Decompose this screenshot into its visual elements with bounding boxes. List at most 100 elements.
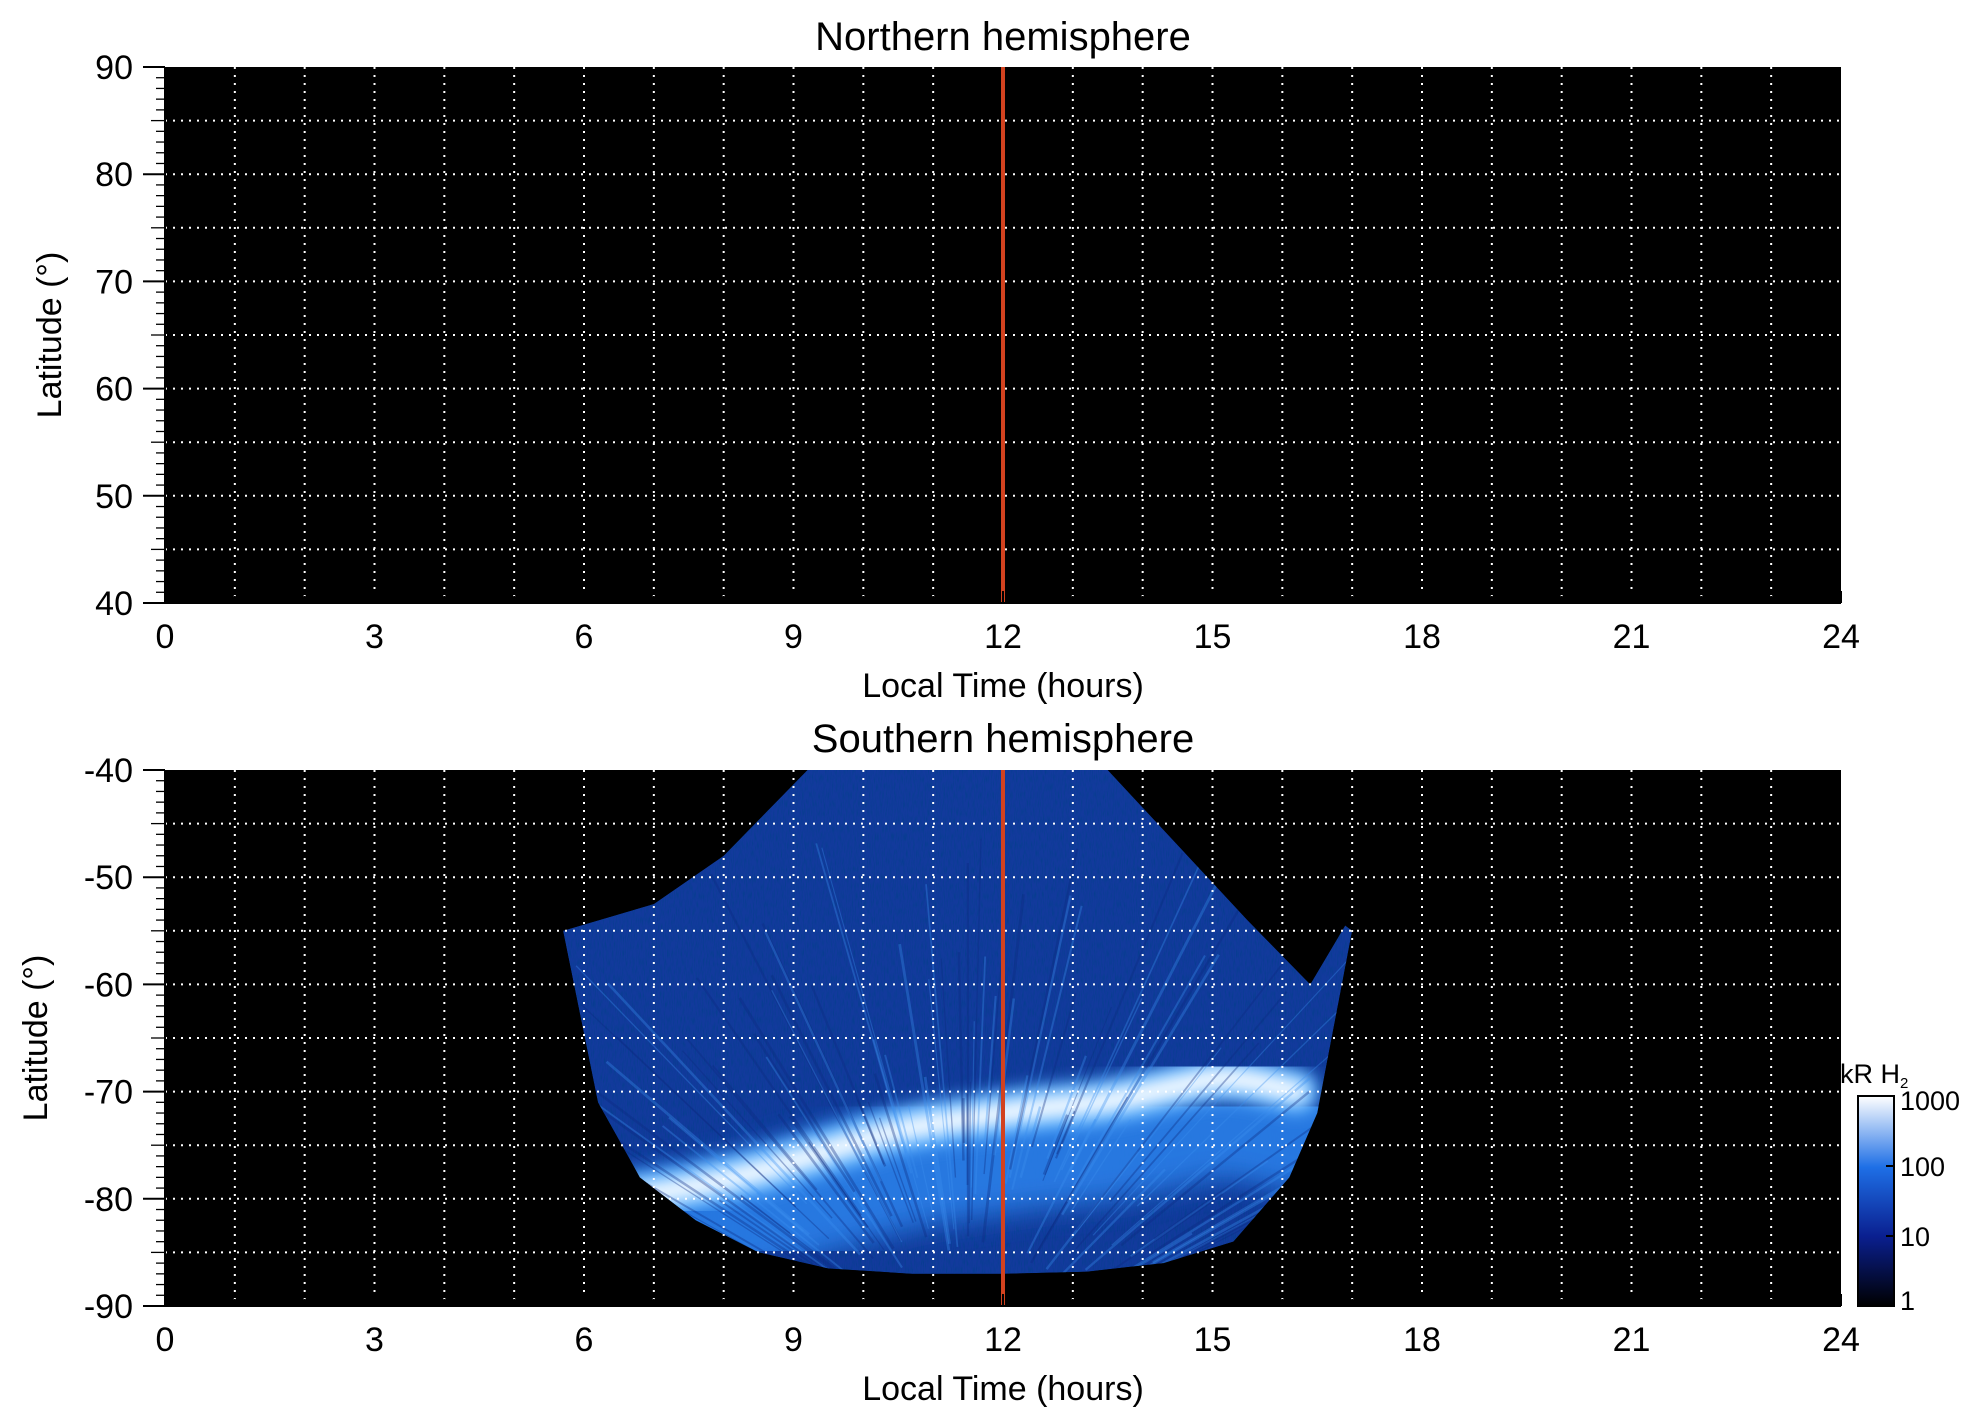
south-x-axis-label: Local Time (hours) xyxy=(862,1370,1144,1408)
north-y-axis-label: Latitude (°) xyxy=(31,252,69,419)
emission-streak xyxy=(1042,1114,1069,1176)
y-tick-label: 40 xyxy=(95,585,133,623)
emission-streak xyxy=(596,1106,861,1274)
emission-streak xyxy=(1066,1067,1147,1203)
y-tick-label: 80 xyxy=(95,156,133,194)
emission-streak xyxy=(662,1125,868,1274)
emission-streak xyxy=(884,1054,919,1179)
emission-streak xyxy=(898,943,951,1251)
emission-streak xyxy=(770,974,893,1217)
emission-streak xyxy=(1136,973,1353,1207)
north-x-tick-labels: 0 3 6 9 12 15 18 21 24 xyxy=(156,618,1860,656)
x-tick-label: 0 xyxy=(156,618,175,656)
x-tick-label: 0 xyxy=(156,1321,175,1359)
emission-streak xyxy=(575,965,808,1205)
y-tick-label: -50 xyxy=(84,859,133,897)
x-tick-label: 12 xyxy=(984,1321,1022,1359)
emission-streak xyxy=(873,1073,928,1238)
emission-streak xyxy=(1120,1091,1310,1247)
emission-streak xyxy=(1055,852,1184,1159)
x-tick-label: 6 xyxy=(575,618,594,656)
emission-streak xyxy=(872,1039,908,1154)
emission-streak xyxy=(1060,953,1220,1216)
emission-streak xyxy=(605,1060,810,1236)
emission-streak xyxy=(856,1099,885,1165)
emission-streak xyxy=(1008,848,1079,1170)
emission-streak xyxy=(971,838,982,1221)
emission-streak xyxy=(1026,1118,1097,1254)
emission-streak xyxy=(1032,1096,1128,1260)
x-tick-label: 15 xyxy=(1194,618,1232,656)
emission-streak xyxy=(815,843,913,1174)
south-axis-ticks xyxy=(143,769,1842,1307)
emission-streak xyxy=(1053,1168,1166,1274)
x-tick-label: 9 xyxy=(784,618,803,656)
emission-streak xyxy=(1045,1150,1139,1270)
emission-streak xyxy=(764,931,882,1182)
emission-streak xyxy=(1092,953,1353,1236)
colorbar-tick-label: 1000 xyxy=(1900,1086,1960,1116)
x-tick-label: 24 xyxy=(1822,1321,1860,1359)
emission-streak xyxy=(968,1081,972,1224)
emission-streak xyxy=(1046,1055,1087,1160)
x-tick-label: 24 xyxy=(1822,618,1860,656)
y-tick-label: -90 xyxy=(84,1288,133,1326)
emission-streak xyxy=(1072,954,1206,1187)
emission-streak xyxy=(703,1325,839,1348)
x-tick-label: 18 xyxy=(1403,618,1441,656)
panel-south-title: Southern hemisphere xyxy=(812,717,1194,761)
south-x-tick-labels: 0 3 6 9 12 15 18 21 24 xyxy=(156,1321,1860,1359)
emission-streak xyxy=(711,1064,818,1191)
y-tick-label: 70 xyxy=(95,263,133,301)
emission-streak xyxy=(738,997,895,1250)
emission-streak xyxy=(756,1192,820,1246)
x-tick-label: 3 xyxy=(365,618,384,656)
x-tick-label: 21 xyxy=(1613,1321,1651,1359)
emission-streak xyxy=(984,995,997,1141)
colorbar-label: kR H2 xyxy=(1840,1059,1908,1092)
emission-streak xyxy=(668,1116,804,1232)
emission-streak xyxy=(1075,956,1289,1231)
y-tick-label: -60 xyxy=(84,966,133,1004)
y-tick-label: 50 xyxy=(95,478,133,516)
emission-streak xyxy=(580,1003,830,1240)
colorbar-tick-label: 1 xyxy=(1900,1286,1915,1316)
emission-streak xyxy=(878,1117,917,1222)
y-tick-label: 90 xyxy=(95,49,133,87)
south-y-axis-label: Latitude (°) xyxy=(17,955,55,1122)
colorbar-gradient xyxy=(1857,1095,1895,1307)
north-y-tick-labels: 40 50 60 70 80 90 xyxy=(95,49,133,623)
emission-streak xyxy=(1030,883,1255,1264)
emission-streak xyxy=(957,952,965,1161)
emission-streak xyxy=(923,1076,951,1245)
emission-streak xyxy=(1019,1106,1042,1179)
emission-streak xyxy=(1084,1077,1311,1271)
north-x-axis-label: Local Time (hours) xyxy=(862,667,1144,705)
x-tick-label: 9 xyxy=(784,1321,803,1359)
y-tick-label: -70 xyxy=(84,1074,133,1112)
x-tick-label: 18 xyxy=(1403,1321,1441,1359)
emission-streak xyxy=(928,979,955,1230)
emission-streak xyxy=(808,1141,885,1251)
emission-streak xyxy=(752,1033,856,1193)
y-tick-label: -40 xyxy=(84,752,133,790)
x-tick-label: 21 xyxy=(1613,618,1651,656)
emission-streak xyxy=(821,847,929,1229)
north-grid xyxy=(165,67,1841,603)
emission-streak xyxy=(606,982,862,1256)
emission-streak xyxy=(925,884,959,1247)
emission-streak xyxy=(1153,1045,1353,1240)
emission-streak xyxy=(970,1021,975,1188)
emission-streak xyxy=(1130,1232,1193,1272)
emission-streak xyxy=(771,989,903,1243)
emission-streak xyxy=(1042,1006,1112,1181)
emission-streak xyxy=(867,1101,914,1224)
emission-streak xyxy=(1075,1042,1260,1250)
emission-streak xyxy=(1117,1149,1322,1274)
emission-streak xyxy=(616,1036,797,1208)
emission-streak xyxy=(682,1050,833,1219)
colorbar: kR H2 1 10 100 1000 xyxy=(1840,1059,1960,1316)
emission-streak xyxy=(962,1098,966,1143)
emission-streak xyxy=(1030,993,1077,1148)
